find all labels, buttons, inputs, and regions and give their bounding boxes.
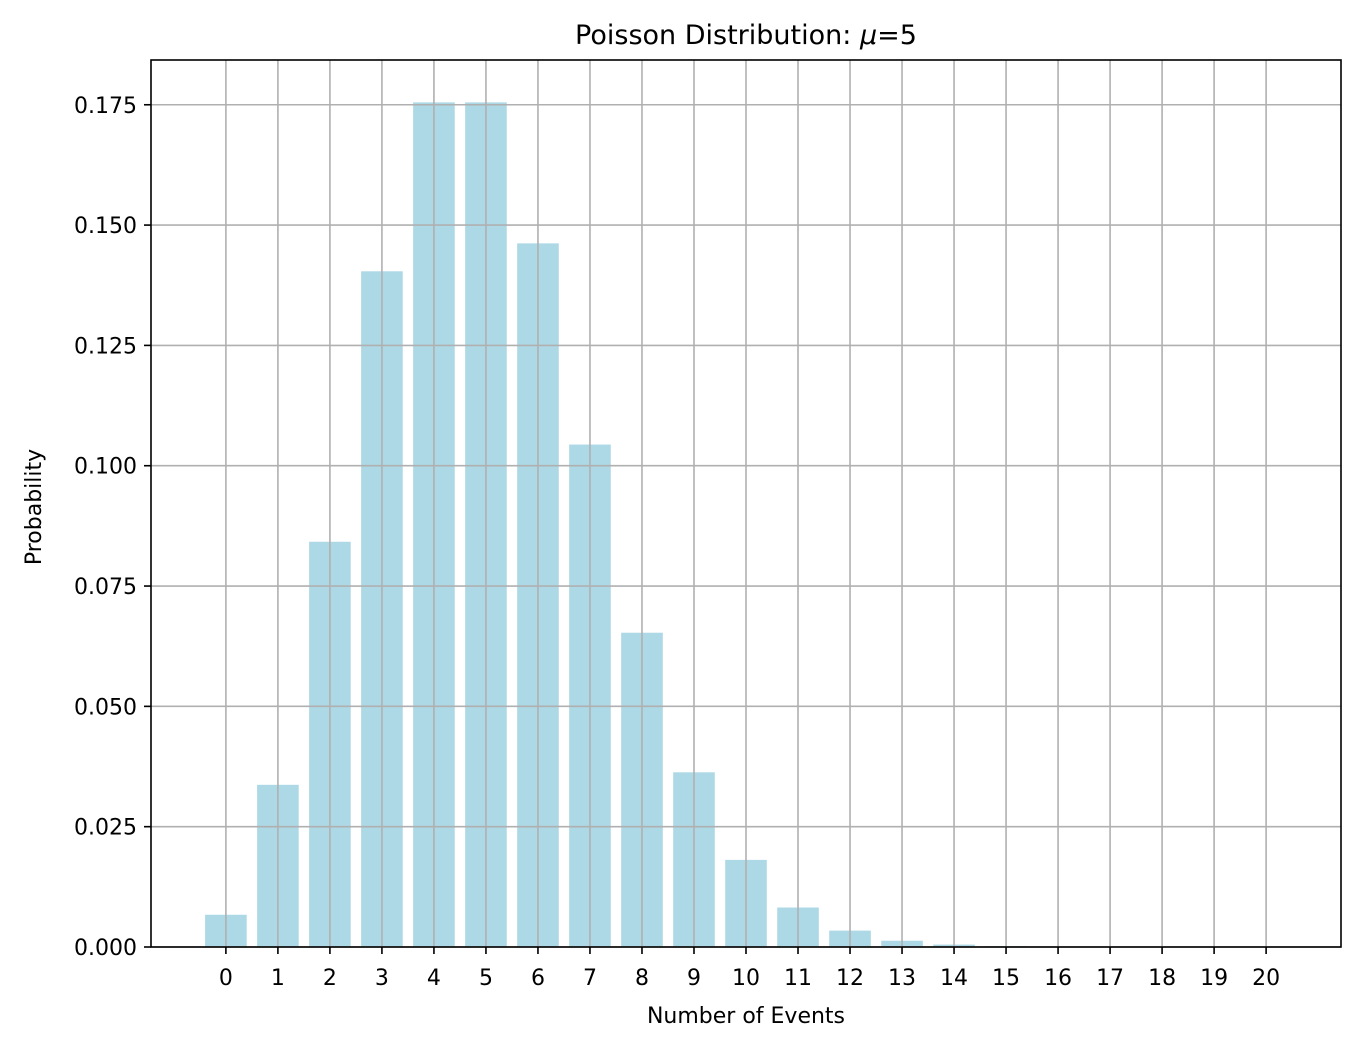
plot-frame	[150, 59, 1342, 948]
x-tick-label: 9	[687, 966, 701, 991]
bars	[205, 102, 1027, 948]
x-tick-label: 18	[1148, 966, 1176, 991]
grid-lines	[151, 60, 1341, 948]
y-axis-ticks: 0.000 0.025 0.050 0.075 0.100 0.125 0.150 0.175	[74, 94, 151, 961]
x-tick-label: 11	[784, 966, 812, 991]
x-tick-label: 20	[1252, 966, 1280, 991]
x-tick-label: 17	[1096, 966, 1124, 991]
x-tick-label: 5	[479, 966, 493, 991]
x-tick-label: 1	[271, 966, 285, 991]
y-tick-label: 0.000	[74, 936, 137, 961]
x-tick-label: 19	[1200, 966, 1228, 991]
x-tick-label: 12	[836, 966, 864, 991]
y-tick-label: 0.125	[74, 334, 137, 359]
x-tick-label: 4	[427, 966, 441, 991]
x-tick-label: 7	[583, 966, 597, 991]
y-tick-label: 0.050	[74, 695, 137, 720]
x-tick-label: 0	[219, 966, 233, 991]
y-tick-label: 0.075	[74, 575, 137, 600]
x-tick-label: 10	[732, 966, 760, 991]
y-tick-label: 0.175	[74, 94, 137, 119]
y-tick-label: 0.025	[74, 816, 137, 841]
x-tick-label: 13	[888, 966, 916, 991]
x-tick-label: 3	[375, 966, 389, 991]
y-tick-label: 0.100	[74, 455, 137, 480]
chart-title: Poisson Distribution: μ=5	[575, 20, 917, 51]
y-axis-label: Probability	[22, 449, 47, 565]
x-axis-ticks: 0 1 2 3 4 5 6 7 8 9 10 11 12 13 14 15 16 17 18 19 20	[219, 947, 1280, 991]
x-tick-label: 8	[635, 966, 649, 991]
x-tick-label: 14	[940, 966, 968, 991]
x-tick-label: 6	[531, 966, 545, 991]
x-tick-label: 15	[992, 966, 1020, 991]
x-tick-label: 2	[323, 966, 337, 991]
x-axis-label: Number of Events	[647, 1004, 845, 1029]
y-tick-label: 0.150	[74, 214, 137, 239]
x-tick-label: 16	[1044, 966, 1072, 991]
